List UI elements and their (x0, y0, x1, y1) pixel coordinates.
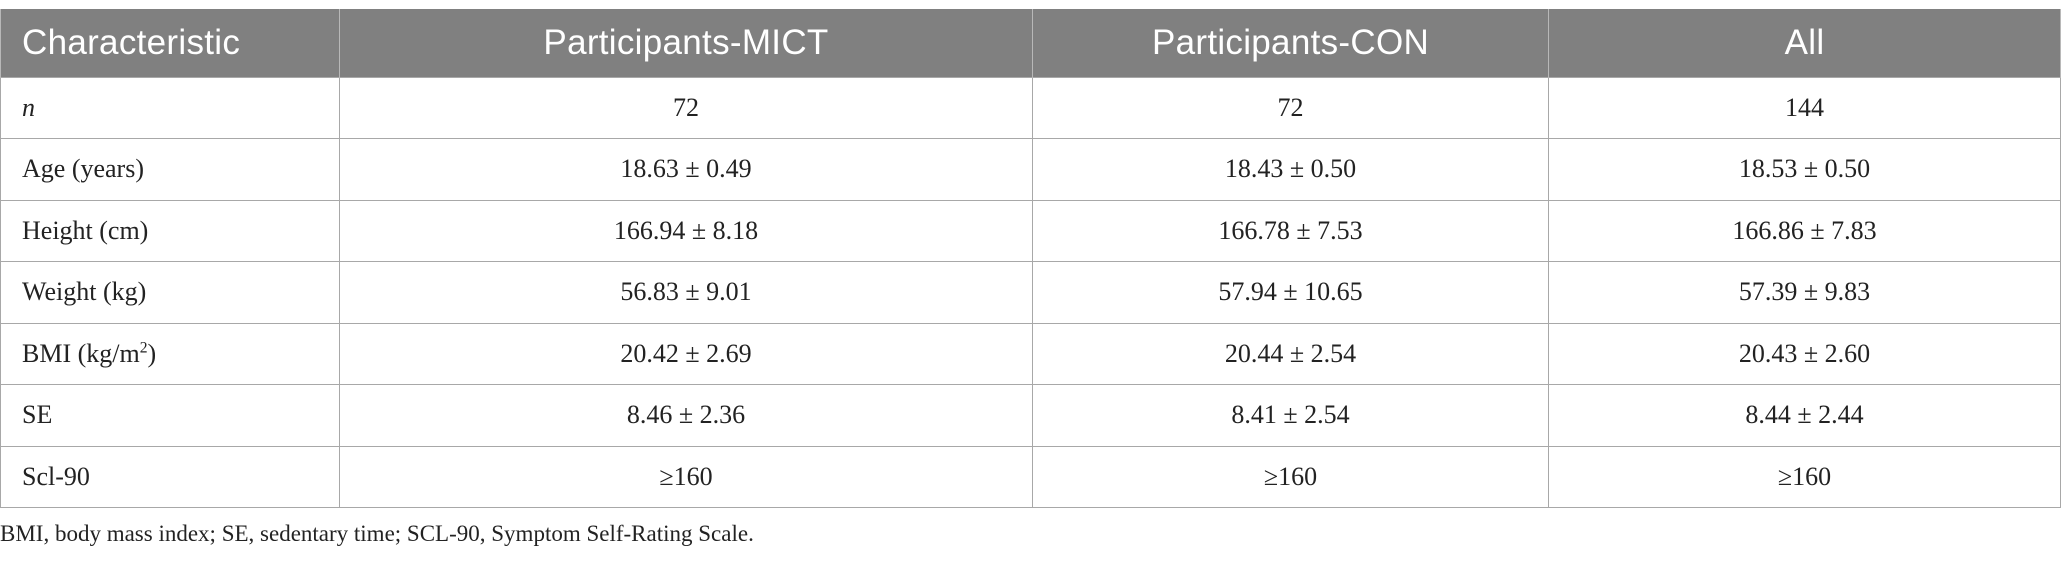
row-label: Weight (kg) (0, 261, 340, 324)
table-row: Age (years) 18.63 ± 0.49 18.43 ± 0.50 18… (0, 138, 2061, 201)
header-participants-mict: Participants-MICT (339, 9, 1033, 77)
cell-all: 144 (1548, 76, 2061, 139)
cell-con: 20.44 ± 2.54 (1032, 322, 1549, 385)
characteristics-table: Characteristic Participants-MICT Partici… (0, 9, 2061, 508)
cell-mict: 166.94 ± 8.18 (339, 199, 1033, 262)
row-label: n (0, 76, 340, 139)
table-footnote: BMI, body mass index; SE, sedentary time… (0, 521, 754, 546)
row-label-prefix: BMI (kg/m (22, 338, 140, 368)
cell-all: 57.39 ± 9.83 (1548, 261, 2061, 324)
cell-all: 20.43 ± 2.60 (1548, 322, 2061, 385)
table-row: Weight (kg) 56.83 ± 9.01 57.94 ± 10.65 5… (0, 261, 2061, 324)
row-label: SE (0, 384, 340, 447)
cell-all: 18.53 ± 0.50 (1548, 138, 2061, 201)
cell-con: 166.78 ± 7.53 (1032, 199, 1549, 262)
row-label: Height (cm) (0, 199, 340, 262)
table-row: Height (cm) 166.94 ± 8.18 166.78 ± 7.53 … (0, 199, 2061, 262)
row-label-superscript: 2 (139, 339, 148, 357)
cell-con: 18.43 ± 0.50 (1032, 138, 1549, 201)
cell-con: 72 (1032, 76, 1549, 139)
cell-mict: 20.42 ± 2.69 (339, 322, 1033, 385)
cell-mict: 8.46 ± 2.36 (339, 384, 1033, 447)
header-characteristic: Characteristic (0, 9, 340, 77)
row-label: Age (years) (0, 138, 340, 201)
cell-mict: 72 (339, 76, 1033, 139)
cell-all: ≥160 (1548, 445, 2061, 508)
cell-con: ≥160 (1032, 445, 1549, 508)
cell-mict: 18.63 ± 0.49 (339, 138, 1033, 201)
table-row: Scl-90 ≥160 ≥160 ≥160 (0, 445, 2061, 508)
table-row: SE 8.46 ± 2.36 8.41 ± 2.54 8.44 ± 2.44 (0, 384, 2061, 447)
cell-mict: 56.83 ± 9.01 (339, 261, 1033, 324)
cell-all: 8.44 ± 2.44 (1548, 384, 2061, 447)
cell-con: 8.41 ± 2.54 (1032, 384, 1549, 447)
header-all: All (1548, 9, 2061, 77)
row-label-suffix: ) (147, 338, 157, 368)
table-row: BMI (kg/m2) 20.42 ± 2.69 20.44 ± 2.54 20… (0, 322, 2061, 385)
cell-all: 166.86 ± 7.83 (1548, 199, 2061, 262)
table-row: n 72 72 144 (0, 76, 2061, 139)
cell-con: 57.94 ± 10.65 (1032, 261, 1549, 324)
header-row: Characteristic Participants-MICT Partici… (0, 9, 2061, 77)
header-participants-con: Participants-CON (1032, 9, 1549, 77)
cell-mict: ≥160 (339, 445, 1033, 508)
row-label: Scl-90 (0, 445, 340, 508)
row-label: BMI (kg/m2) (0, 322, 340, 385)
